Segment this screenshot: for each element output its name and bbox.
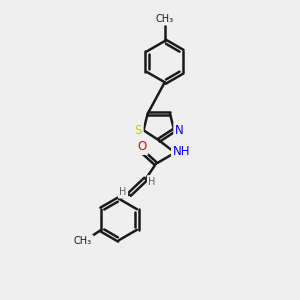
Text: CH₃: CH₃ [74, 236, 92, 246]
Text: H: H [148, 176, 156, 187]
Text: NH: NH [173, 145, 190, 158]
Text: N: N [175, 124, 184, 137]
Text: O: O [137, 140, 147, 153]
Text: H: H [119, 187, 127, 197]
Text: S: S [134, 124, 142, 137]
Text: CH₃: CH₃ [156, 14, 174, 24]
